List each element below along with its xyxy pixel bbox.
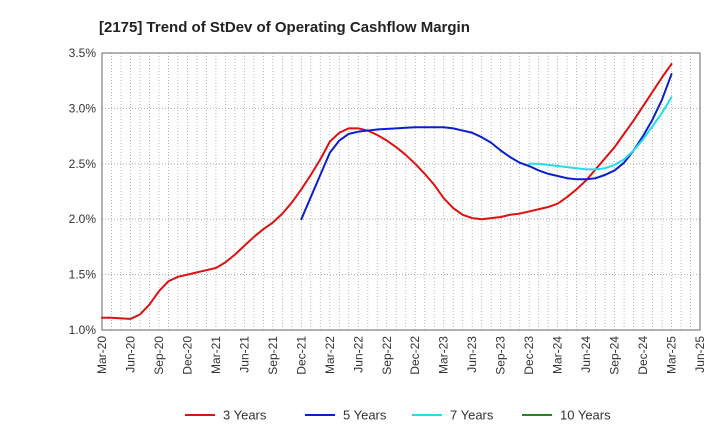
plot-frame [101, 52, 701, 331]
x-tick-label: Dec-20 [180, 336, 194, 375]
series-line-3-years [101, 63, 673, 320]
x-tick-label: Dec-21 [294, 336, 308, 375]
y-tick-label: 1.5% [69, 268, 97, 282]
legend-label-10-years: 10 Years [560, 408, 611, 423]
series-lines [101, 63, 673, 320]
legend-label-5-years: 5 Years [343, 408, 387, 423]
x-tick-label: Jun-22 [351, 336, 365, 373]
legend: 3 Years 5 Years 7 Years 10 Years [185, 408, 611, 423]
x-tick-label: Jun-25 [693, 336, 707, 373]
y-tick-label: 1.0% [69, 323, 97, 337]
x-tick-label: Mar-25 [665, 336, 679, 374]
legend-label-3-years: 3 Years [223, 408, 267, 423]
y-tick-label: 3.0% [69, 101, 97, 115]
x-tick-label: Mar-22 [323, 336, 337, 374]
grid [101, 52, 701, 331]
x-tick-label: Jun-21 [237, 336, 251, 373]
x-tick-label: Dec-22 [408, 336, 422, 375]
x-tick-label: Mar-24 [551, 336, 565, 374]
x-tick-label: Sep-23 [494, 336, 508, 375]
x-tick-label: Dec-24 [636, 336, 650, 375]
x-tick-label: Jun-20 [123, 336, 137, 373]
x-tick-label: Mar-23 [437, 336, 451, 374]
x-tick-label: Jun-24 [579, 336, 593, 373]
series-line-5-years [300, 73, 673, 221]
chart-title: [2175] Trend of StDev of Operating Cashf… [99, 19, 470, 36]
x-tick-label: Sep-24 [608, 336, 622, 375]
y-tick-label: 3.5% [69, 46, 97, 60]
x-tick-label: Sep-21 [266, 336, 280, 375]
x-tick-label: Sep-22 [380, 336, 394, 375]
x-tick-label: Jun-23 [465, 336, 479, 373]
x-tick-label: Sep-20 [152, 336, 166, 375]
plot-area-border [101, 52, 701, 331]
x-axis-ticks: Mar-20 Jun-20 Sep-20 Dec-20 Mar-21 Jun-21 Sep-… [95, 336, 707, 375]
x-tick-label: Mar-20 [95, 336, 109, 374]
y-tick-label: 2.0% [69, 212, 97, 226]
x-tick-label: Mar-21 [209, 336, 223, 374]
y-tick-label: 2.5% [69, 157, 97, 171]
legend-label-7-years: 7 Years [450, 408, 494, 423]
x-tick-label: Dec-23 [522, 336, 536, 375]
y-axis-ticks: 1.0% 1.5% 2.0% 2.5% 3.0% 3.5% [69, 46, 97, 337]
series-line-7-years [528, 96, 673, 171]
